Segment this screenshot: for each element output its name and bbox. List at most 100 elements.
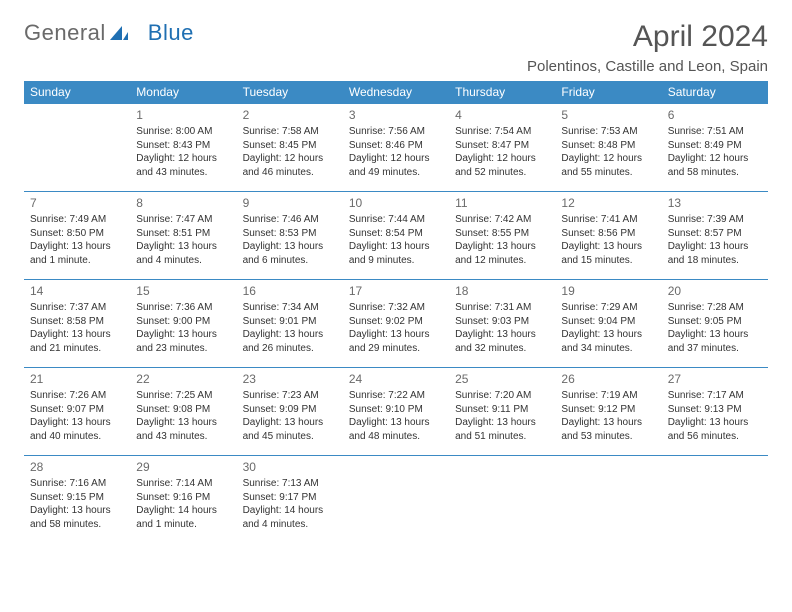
daylight-line: Daylight: 13 hours and 1 minute. — [30, 240, 124, 267]
calendar-day-cell: 20Sunrise: 7:28 AMSunset: 9:05 PMDayligh… — [662, 280, 768, 368]
sunrise-line: Sunrise: 7:16 AM — [30, 477, 124, 491]
daylight-line: Daylight: 13 hours and 43 minutes. — [136, 416, 230, 443]
calendar-day-cell: 15Sunrise: 7:36 AMSunset: 9:00 PMDayligh… — [130, 280, 236, 368]
calendar-table: Sunday Monday Tuesday Wednesday Thursday… — [24, 81, 768, 543]
sunset-line: Sunset: 8:46 PM — [349, 139, 443, 153]
calendar-day-cell: 6Sunrise: 7:51 AMSunset: 8:49 PMDaylight… — [662, 104, 768, 192]
sunrise-line: Sunrise: 7:13 AM — [243, 477, 337, 491]
sunset-line: Sunset: 8:53 PM — [243, 227, 337, 241]
calendar-week-row: 14Sunrise: 7:37 AMSunset: 8:58 PMDayligh… — [24, 280, 768, 368]
calendar-head: Sunday Monday Tuesday Wednesday Thursday… — [24, 81, 768, 104]
calendar-day-cell: 12Sunrise: 7:41 AMSunset: 8:56 PMDayligh… — [555, 192, 661, 280]
sunrise-line: Sunrise: 7:29 AM — [561, 301, 655, 315]
daylight-line: Daylight: 13 hours and 4 minutes. — [136, 240, 230, 267]
day-number: 5 — [561, 107, 655, 123]
sunset-line: Sunset: 9:16 PM — [136, 491, 230, 505]
calendar-day-cell: 2Sunrise: 7:58 AMSunset: 8:45 PMDaylight… — [237, 104, 343, 192]
calendar-day-cell — [555, 456, 661, 544]
day-number: 11 — [455, 195, 549, 211]
sunrise-line: Sunrise: 7:37 AM — [30, 301, 124, 315]
day-number: 24 — [349, 371, 443, 387]
daylight-line: Daylight: 13 hours and 29 minutes. — [349, 328, 443, 355]
calendar-day-cell: 3Sunrise: 7:56 AMSunset: 8:46 PMDaylight… — [343, 104, 449, 192]
day-number: 23 — [243, 371, 337, 387]
calendar-day-cell: 1Sunrise: 8:00 AMSunset: 8:43 PMDaylight… — [130, 104, 236, 192]
sunrise-line: Sunrise: 8:00 AM — [136, 125, 230, 139]
daylight-line: Daylight: 13 hours and 48 minutes. — [349, 416, 443, 443]
month-title: April 2024 — [527, 20, 768, 54]
calendar-day-cell: 26 Sunrise: 7:19 AMSunset: 9:12 PMDayligh… — [555, 368, 661, 456]
sunset-line: Sunset: 9:13 PM — [668, 403, 762, 417]
sunset-line: Sunset: 9:02 PM — [349, 315, 443, 329]
sunrise-line: Sunrise: 7:14 AM — [136, 477, 230, 491]
calendar-day-cell: 27Sunrise: 7:17 AMSunset: 9:13 PMDayligh… — [662, 368, 768, 456]
day-number: 15 — [136, 283, 230, 299]
sunset-line: Sunset: 9:05 PM — [668, 315, 762, 329]
sunrise-line: Sunrise: 7:19 AM — [561, 389, 655, 403]
day-number: 14 — [30, 283, 124, 299]
sunrise-line: Sunrise: 7:23 AM — [243, 389, 337, 403]
day-number: 29 — [136, 459, 230, 475]
sunset-line: Sunset: 8:45 PM — [243, 139, 337, 153]
sunrise-line: Sunrise: 7:31 AM — [455, 301, 549, 315]
daylight-line: Daylight: 13 hours and 58 minutes. — [30, 504, 124, 531]
sunrise-line: Sunrise: 7:53 AM — [561, 125, 655, 139]
calendar-day-cell: 10Sunrise: 7:44 AMSunset: 8:54 PMDayligh… — [343, 192, 449, 280]
sunrise-line: Sunrise: 7:26 AM — [30, 389, 124, 403]
calendar-day-cell: 30Sunrise: 7:13 AMSunset: 9:17 PMDayligh… — [237, 456, 343, 544]
day-number: 16 — [243, 283, 337, 299]
day-number: 8 — [136, 195, 230, 211]
daylight-line: Daylight: 13 hours and 34 minutes. — [561, 328, 655, 355]
calendar-day-cell: 7Sunrise: 7:49 AMSunset: 8:50 PMDaylight… — [24, 192, 130, 280]
calendar-day-cell: 16Sunrise: 7:34 AMSunset: 9:01 PMDayligh… — [237, 280, 343, 368]
daylight-line: Daylight: 13 hours and 18 minutes. — [668, 240, 762, 267]
daylight-line: Daylight: 13 hours and 51 minutes. — [455, 416, 549, 443]
calendar-day-cell — [343, 456, 449, 544]
daylight-line: Daylight: 12 hours and 55 minutes. — [561, 152, 655, 179]
title-block: April 2024 Polentinos, Castille and Leon… — [527, 20, 768, 75]
day-number: 27 — [668, 371, 762, 387]
daylight-line: Daylight: 13 hours and 9 minutes. — [349, 240, 443, 267]
sunset-line: Sunset: 8:56 PM — [561, 227, 655, 241]
day-number: 1 — [136, 107, 230, 123]
calendar-day-cell: 19Sunrise: 7:29 AMSunset: 9:04 PMDayligh… — [555, 280, 661, 368]
weekday-header: Monday — [130, 81, 236, 104]
daylight-line: Daylight: 14 hours and 4 minutes. — [243, 504, 337, 531]
sunset-line: Sunset: 9:09 PM — [243, 403, 337, 417]
sunset-line: Sunset: 9:12 PM — [561, 403, 655, 417]
sunrise-line: Sunrise: 7:36 AM — [136, 301, 230, 315]
daylight-line: Daylight: 13 hours and 37 minutes. — [668, 328, 762, 355]
daylight-line: Daylight: 13 hours and 56 minutes. — [668, 416, 762, 443]
daylight-line: Daylight: 14 hours and 1 minute. — [136, 504, 230, 531]
logo-sail-icon — [108, 22, 130, 44]
sunset-line: Sunset: 8:47 PM — [455, 139, 549, 153]
day-number: 26 — [561, 371, 655, 387]
daylight-line: Daylight: 13 hours and 53 minutes. — [561, 416, 655, 443]
sunset-line: Sunset: 8:48 PM — [561, 139, 655, 153]
weekday-header: Friday — [555, 81, 661, 104]
day-number: 6 — [668, 107, 762, 123]
calendar-day-cell: 14Sunrise: 7:37 AMSunset: 8:58 PMDayligh… — [24, 280, 130, 368]
calendar-day-cell: 4Sunrise: 7:54 AMSunset: 8:47 PMDaylight… — [449, 104, 555, 192]
calendar-day-cell: 21Sunrise: 7:26 AMSunset: 9:07 PMDayligh… — [24, 368, 130, 456]
day-number: 2 — [243, 107, 337, 123]
sunrise-line: Sunrise: 7:51 AM — [668, 125, 762, 139]
sunrise-line: Sunrise: 7:56 AM — [349, 125, 443, 139]
day-number: 10 — [349, 195, 443, 211]
sunrise-line: Sunrise: 7:54 AM — [455, 125, 549, 139]
page-header: General Blue April 2024 Polentinos, Cast… — [24, 20, 768, 75]
logo-text-general: General — [24, 20, 106, 46]
sunset-line: Sunset: 8:55 PM — [455, 227, 549, 241]
daylight-line: Daylight: 12 hours and 46 minutes. — [243, 152, 337, 179]
day-number: 9 — [243, 195, 337, 211]
calendar-day-cell: 8Sunrise: 7:47 AMSunset: 8:51 PMDaylight… — [130, 192, 236, 280]
calendar-week-row: 28Sunrise: 7:16 AMSunset: 9:15 PMDayligh… — [24, 456, 768, 544]
calendar-day-cell: 5 Sunrise: 7:53 AMSunset: 8:48 PMDaylight… — [555, 104, 661, 192]
calendar-page: General Blue April 2024 Polentinos, Cast… — [0, 0, 792, 563]
sunrise-line: Sunrise: 7:49 AM — [30, 213, 124, 227]
sunset-line: Sunset: 9:04 PM — [561, 315, 655, 329]
sunset-line: Sunset: 8:49 PM — [668, 139, 762, 153]
day-number: 3 — [349, 107, 443, 123]
weekday-header: Wednesday — [343, 81, 449, 104]
sunset-line: Sunset: 9:03 PM — [455, 315, 549, 329]
